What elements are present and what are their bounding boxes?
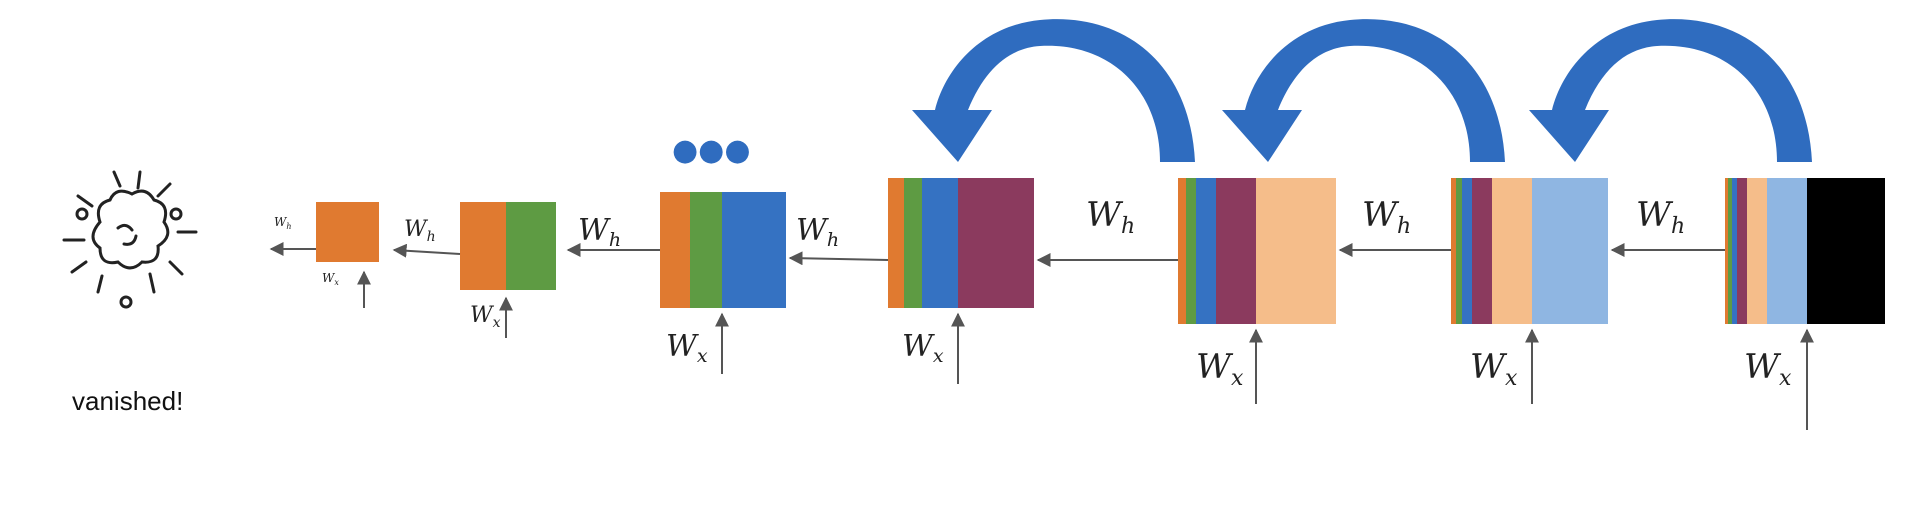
state-block-2 [460,202,556,290]
state-block-7 [1725,178,1885,324]
wx-label-2: Wx [470,303,501,331]
curved-arrow-icon-1 [912,19,1195,162]
wh-label-3: Wh [578,213,621,251]
state-block-1 [316,202,379,262]
state-block-3 [660,192,786,308]
ellipsis-dots: ●●● [672,133,751,168]
wh-label-6: Wh [1362,195,1411,239]
wx-label-5: Wx [1196,347,1244,391]
wh-label-2: Wh [404,217,436,245]
wh-label-5: Wh [1086,195,1135,239]
state-block-5 [1178,178,1336,324]
wh-label-7: Wh [1636,195,1685,239]
explosion-icon [62,170,198,309]
wh-label-4: Wh [796,213,839,251]
wh-arrow-4 [788,251,889,266]
wx-label-4: Wx [902,329,944,367]
curved-arrow-icon-2 [1222,19,1505,162]
wx-label-6: Wx [1470,347,1518,391]
wh-arrow-2 [392,243,461,258]
wh-label-1: Wh [274,215,292,231]
state-block-4 [888,178,1034,308]
state-block-6 [1451,178,1608,324]
curved-arrow-icon-3 [1529,19,1812,162]
wx-label-1: Wx [322,271,339,287]
vanished-caption: vanished! [72,386,184,416]
wx-label-3: Wx [666,329,708,367]
wx-label-7: Wx [1744,347,1792,391]
